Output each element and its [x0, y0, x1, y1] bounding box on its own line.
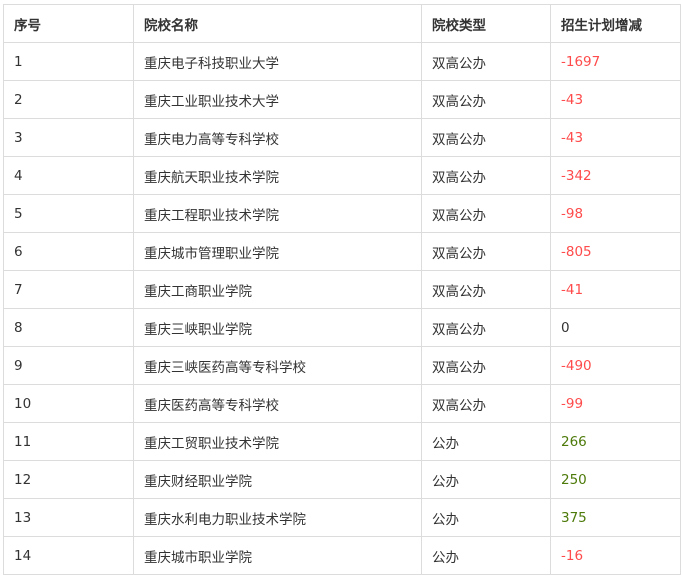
row-number: 2 — [3, 80, 134, 119]
school-type: 公办 — [421, 422, 551, 461]
enrollment-change: 250 — [550, 460, 681, 499]
school-type: 双高公办 — [421, 270, 551, 309]
enrollment-change: -16 — [550, 536, 681, 575]
enrollment-change: -43 — [550, 118, 681, 157]
table-row: 1 重庆电子科技职业大学 双高公办 -1697 — [3, 42, 681, 81]
school-type: 公办 — [421, 460, 551, 499]
table-row: 14 重庆城市职业学院 公办 -16 — [3, 536, 681, 575]
school-type: 双高公办 — [421, 346, 551, 385]
school-type: 公办 — [421, 536, 551, 575]
school-name: 重庆电子科技职业大学 — [133, 42, 422, 81]
row-number: 13 — [3, 498, 134, 537]
header-name: 院校名称 — [133, 4, 422, 43]
row-number: 7 — [3, 270, 134, 309]
header-type: 院校类型 — [421, 4, 551, 43]
table-row: 7 重庆工商职业学院 双高公办 -41 — [3, 270, 681, 309]
table-row: 5 重庆工程职业技术学院 双高公办 -98 — [3, 194, 681, 233]
enrollment-change: 0 — [550, 308, 681, 347]
enrollment-table: 序号 院校名称 院校类型 招生计划增减 1 重庆电子科技职业大学 双高公办 -1697… — [3, 4, 681, 575]
school-name: 重庆工程职业技术学院 — [133, 194, 422, 233]
school-type: 双高公办 — [421, 42, 551, 81]
table-row: 13 重庆水利电力职业技术学院 公办 375 — [3, 498, 681, 537]
row-number: 6 — [3, 232, 134, 271]
enrollment-change: -1697 — [550, 42, 681, 81]
row-number: 11 — [3, 422, 134, 461]
school-type: 双高公办 — [421, 118, 551, 157]
row-number: 3 — [3, 118, 134, 157]
enrollment-change: -342 — [550, 156, 681, 195]
row-number: 12 — [3, 460, 134, 499]
enrollment-change: -490 — [550, 346, 681, 385]
school-name: 重庆城市职业学院 — [133, 536, 422, 575]
school-name: 重庆工商职业学院 — [133, 270, 422, 309]
school-name: 重庆财经职业学院 — [133, 460, 422, 499]
school-name: 重庆航天职业技术学院 — [133, 156, 422, 195]
row-number: 8 — [3, 308, 134, 347]
table-row: 6 重庆城市管理职业学院 双高公办 -805 — [3, 232, 681, 271]
school-name: 重庆水利电力职业技术学院 — [133, 498, 422, 537]
table-row: 4 重庆航天职业技术学院 双高公办 -342 — [3, 156, 681, 195]
school-type: 双高公办 — [421, 384, 551, 423]
enrollment-change: -41 — [550, 270, 681, 309]
row-number: 4 — [3, 156, 134, 195]
enrollment-change: 266 — [550, 422, 681, 461]
table-row: 9 重庆三峡医药高等专科学校 双高公办 -490 — [3, 346, 681, 385]
school-type: 双高公办 — [421, 156, 551, 195]
row-number: 1 — [3, 42, 134, 81]
row-number: 10 — [3, 384, 134, 423]
school-type: 公办 — [421, 498, 551, 537]
school-name: 重庆三峡职业学院 — [133, 308, 422, 347]
school-name: 重庆城市管理职业学院 — [133, 232, 422, 271]
table-row: 2 重庆工业职业技术大学 双高公办 -43 — [3, 80, 681, 119]
row-number: 9 — [3, 346, 134, 385]
header-row: 序号 院校名称 院校类型 招生计划增减 — [3, 4, 681, 43]
table-row: 8 重庆三峡职业学院 双高公办 0 — [3, 308, 681, 347]
header-no: 序号 — [3, 4, 134, 43]
header-change: 招生计划增减 — [550, 4, 681, 43]
enrollment-change: -805 — [550, 232, 681, 271]
enrollment-change: 375 — [550, 498, 681, 537]
school-type: 双高公办 — [421, 308, 551, 347]
table-row: 10 重庆医药高等专科学校 双高公办 -99 — [3, 384, 681, 423]
school-type: 双高公办 — [421, 80, 551, 119]
school-name: 重庆工贸职业技术学院 — [133, 422, 422, 461]
table-row: 3 重庆电力高等专科学校 双高公办 -43 — [3, 118, 681, 157]
school-name: 重庆医药高等专科学校 — [133, 384, 422, 423]
enrollment-change: -99 — [550, 384, 681, 423]
row-number: 14 — [3, 536, 134, 575]
enrollment-change: -98 — [550, 194, 681, 233]
school-name: 重庆工业职业技术大学 — [133, 80, 422, 119]
table-row: 11 重庆工贸职业技术学院 公办 266 — [3, 422, 681, 461]
table-row: 12 重庆财经职业学院 公办 250 — [3, 460, 681, 499]
school-type: 双高公办 — [421, 232, 551, 271]
row-number: 5 — [3, 194, 134, 233]
enrollment-change: -43 — [550, 80, 681, 119]
school-name: 重庆电力高等专科学校 — [133, 118, 422, 157]
school-type: 双高公办 — [421, 194, 551, 233]
school-name: 重庆三峡医药高等专科学校 — [133, 346, 422, 385]
